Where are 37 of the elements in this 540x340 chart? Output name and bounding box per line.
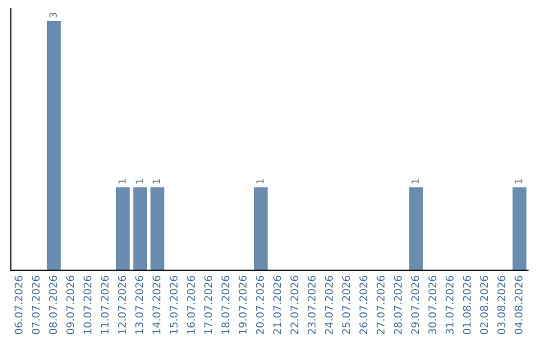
x-tick-label: 23.07.2026 xyxy=(308,276,316,334)
x-tick-label: 14.07.2026 xyxy=(152,276,160,334)
x-tick-label: 16.07.2026 xyxy=(187,276,195,334)
x-tick-label: 22.07.2026 xyxy=(290,276,298,334)
data-label: 1 xyxy=(515,179,522,184)
x-tick-label: 19.07.2026 xyxy=(238,276,247,334)
x-tick-label: 11.07.2026 xyxy=(100,276,109,334)
data-label: 1 xyxy=(412,179,419,184)
data-label: 1 xyxy=(136,179,143,184)
x-tick-label: 20.07.2026 xyxy=(256,276,264,334)
x-tick-label: 26.07.2026 xyxy=(359,276,368,334)
x-tick-label: 02.08.2026 xyxy=(480,276,488,334)
x-tick-label: 08.07.2026 xyxy=(49,276,57,334)
x-tick-label: 13.07.2026 xyxy=(135,276,144,334)
data-label: 3 xyxy=(49,12,57,18)
x-tick-label: 04.08.2026 xyxy=(514,276,523,334)
x-tick-label: 10.07.2026 xyxy=(84,276,92,334)
x-tick-label: 03.08.2026 xyxy=(497,276,506,334)
data-label: 1 xyxy=(118,179,126,184)
data-label: 1 xyxy=(152,179,160,184)
x-tick-label: 21.07.2026 xyxy=(273,276,282,334)
x-tick-label: 06.07.2026 xyxy=(14,276,22,334)
x-tick-label: 25.07.2026 xyxy=(342,276,350,334)
x-tick-label: 31.07.2026 xyxy=(446,276,454,334)
x-tick-label: 27.07.2026 xyxy=(376,276,385,334)
x-tick-label: 28.07.2026 xyxy=(394,276,402,334)
x-tick-label: 29.07.2026 xyxy=(411,276,420,334)
x-tick-label: 15.07.2026 xyxy=(170,276,178,334)
x-tick-label: 30.07.2026 xyxy=(428,276,436,334)
data-label: 1 xyxy=(256,179,264,184)
x-tick-label: 18.07.2026 xyxy=(221,276,230,334)
x-tick-label: 01.08.2026 xyxy=(462,276,471,334)
x-tick-label: 24.07.2026 xyxy=(324,276,333,334)
x-tick-label: 17.07.2026 xyxy=(204,276,212,334)
x-tick-label: 12.07.2026 xyxy=(118,276,126,334)
x-tick-label: 07.07.2026 xyxy=(32,276,40,334)
x-tick-label: 09.07.2026 xyxy=(66,276,74,334)
